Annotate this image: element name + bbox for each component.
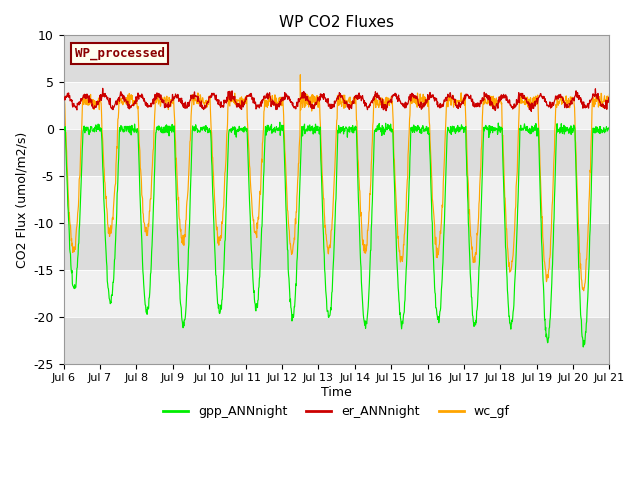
Bar: [63, 129, 609, 176]
Bar: [63, 36, 609, 82]
Bar: [63, 176, 609, 223]
Title: WP CO2 Fluxes: WP CO2 Fluxes: [279, 15, 394, 30]
Bar: [63, 82, 609, 129]
Y-axis label: CO2 Flux (umol/m2/s): CO2 Flux (umol/m2/s): [15, 132, 28, 268]
Text: WP_processed: WP_processed: [75, 47, 164, 60]
Bar: [63, 270, 609, 317]
X-axis label: Time: Time: [321, 386, 352, 399]
Legend: gpp_ANNnight, er_ANNnight, wc_gf: gpp_ANNnight, er_ANNnight, wc_gf: [158, 400, 515, 423]
Bar: [63, 223, 609, 270]
Bar: [63, 317, 609, 364]
